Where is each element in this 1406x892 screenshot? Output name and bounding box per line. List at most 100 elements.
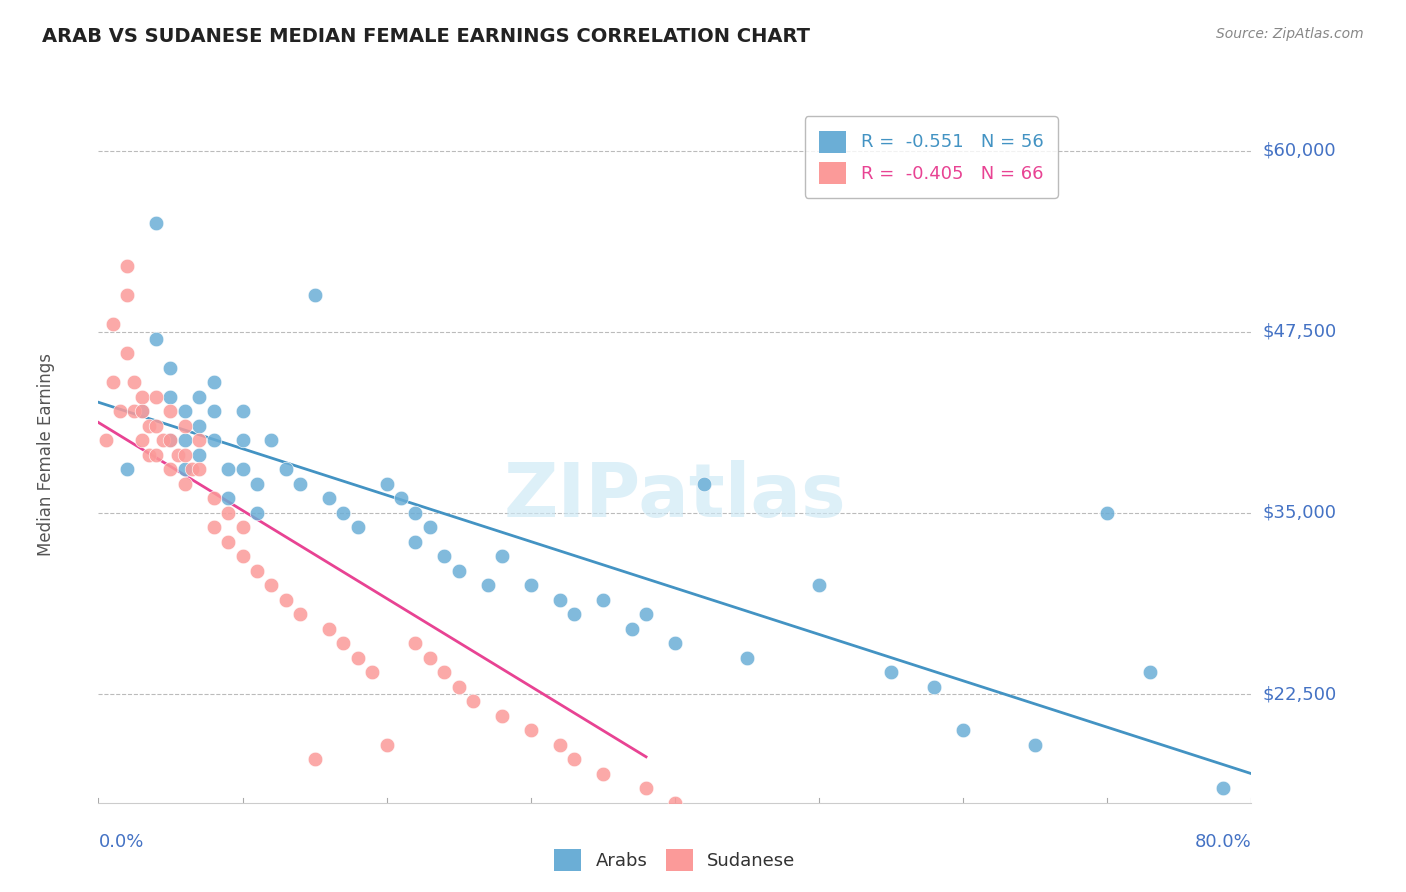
Point bbox=[491, 549, 513, 564]
Point bbox=[159, 434, 181, 448]
Point bbox=[117, 288, 138, 302]
Point bbox=[375, 738, 398, 752]
Point bbox=[217, 506, 239, 520]
Point bbox=[807, 578, 830, 592]
Point bbox=[592, 593, 614, 607]
Point bbox=[260, 578, 283, 592]
Text: 80.0%: 80.0% bbox=[1195, 833, 1251, 851]
Point bbox=[231, 549, 254, 564]
Text: Source: ZipAtlas.com: Source: ZipAtlas.com bbox=[1216, 27, 1364, 41]
Point bbox=[145, 419, 167, 434]
Text: ARAB VS SUDANESE MEDIAN FEMALE EARNINGS CORRELATION CHART: ARAB VS SUDANESE MEDIAN FEMALE EARNINGS … bbox=[42, 27, 810, 45]
Point bbox=[101, 318, 124, 332]
Point bbox=[131, 434, 153, 448]
Point bbox=[636, 781, 658, 796]
Point bbox=[174, 434, 197, 448]
Point bbox=[260, 434, 283, 448]
Point bbox=[290, 477, 312, 491]
Point bbox=[461, 694, 484, 708]
Point bbox=[1212, 781, 1234, 796]
Point bbox=[477, 578, 499, 592]
Point bbox=[274, 462, 297, 476]
Point bbox=[520, 723, 543, 738]
Point bbox=[202, 404, 225, 418]
Point bbox=[174, 462, 197, 476]
Point bbox=[562, 752, 585, 766]
Point bbox=[807, 854, 830, 868]
Point bbox=[592, 767, 614, 781]
Text: $47,500: $47,500 bbox=[1263, 323, 1337, 341]
Point bbox=[108, 404, 131, 418]
Point bbox=[346, 520, 368, 534]
Point bbox=[152, 434, 174, 448]
Point bbox=[188, 462, 211, 476]
Point bbox=[693, 477, 716, 491]
Point bbox=[405, 636, 427, 650]
Point bbox=[231, 462, 254, 476]
Text: $35,000: $35,000 bbox=[1263, 504, 1337, 522]
Point bbox=[274, 593, 297, 607]
Point bbox=[188, 419, 211, 434]
Point bbox=[217, 462, 239, 476]
Point bbox=[246, 564, 269, 578]
Point bbox=[174, 448, 197, 462]
Point bbox=[246, 506, 269, 520]
Point bbox=[117, 260, 138, 274]
Point bbox=[217, 491, 239, 506]
Point bbox=[332, 636, 354, 650]
Point bbox=[231, 520, 254, 534]
Point bbox=[202, 520, 225, 534]
Point bbox=[188, 390, 211, 404]
Text: Median Female Earnings: Median Female Earnings bbox=[37, 353, 55, 557]
Point bbox=[779, 839, 801, 854]
Point bbox=[217, 535, 239, 549]
Point bbox=[664, 796, 686, 810]
Point bbox=[1024, 738, 1046, 752]
Point bbox=[922, 680, 945, 694]
Point bbox=[231, 434, 254, 448]
Text: ZIPatlas: ZIPatlas bbox=[503, 460, 846, 533]
Point bbox=[124, 404, 146, 418]
Point bbox=[290, 607, 312, 622]
Point bbox=[405, 506, 427, 520]
Point bbox=[433, 665, 456, 680]
Point bbox=[231, 404, 254, 418]
Legend: Arabs, Sudanese: Arabs, Sudanese bbox=[547, 842, 803, 879]
Point bbox=[491, 708, 513, 723]
Point bbox=[159, 390, 181, 404]
Point bbox=[159, 404, 181, 418]
Point bbox=[145, 332, 167, 346]
Point bbox=[880, 665, 903, 680]
Point bbox=[389, 491, 412, 506]
Point bbox=[304, 288, 326, 302]
Point bbox=[181, 462, 204, 476]
Point bbox=[174, 477, 197, 491]
Point bbox=[620, 622, 643, 636]
Point bbox=[166, 448, 188, 462]
Point bbox=[346, 651, 368, 665]
Point bbox=[94, 434, 117, 448]
Point bbox=[447, 564, 470, 578]
Point bbox=[952, 723, 974, 738]
Point bbox=[664, 636, 686, 650]
Point bbox=[188, 448, 211, 462]
Point bbox=[735, 651, 758, 665]
Point bbox=[562, 607, 585, 622]
Point bbox=[304, 752, 326, 766]
Point bbox=[332, 506, 354, 520]
Point bbox=[159, 361, 181, 376]
Point bbox=[145, 216, 167, 230]
Text: $60,000: $60,000 bbox=[1263, 142, 1336, 160]
Text: 0.0%: 0.0% bbox=[98, 833, 143, 851]
Point bbox=[145, 448, 167, 462]
Point bbox=[101, 376, 124, 390]
Point bbox=[202, 376, 225, 390]
Point bbox=[318, 622, 340, 636]
Point bbox=[117, 346, 138, 360]
Point bbox=[202, 434, 225, 448]
Point bbox=[548, 593, 571, 607]
Point bbox=[1097, 506, 1119, 520]
Point bbox=[880, 868, 903, 882]
Point bbox=[159, 462, 181, 476]
Point bbox=[1139, 665, 1161, 680]
